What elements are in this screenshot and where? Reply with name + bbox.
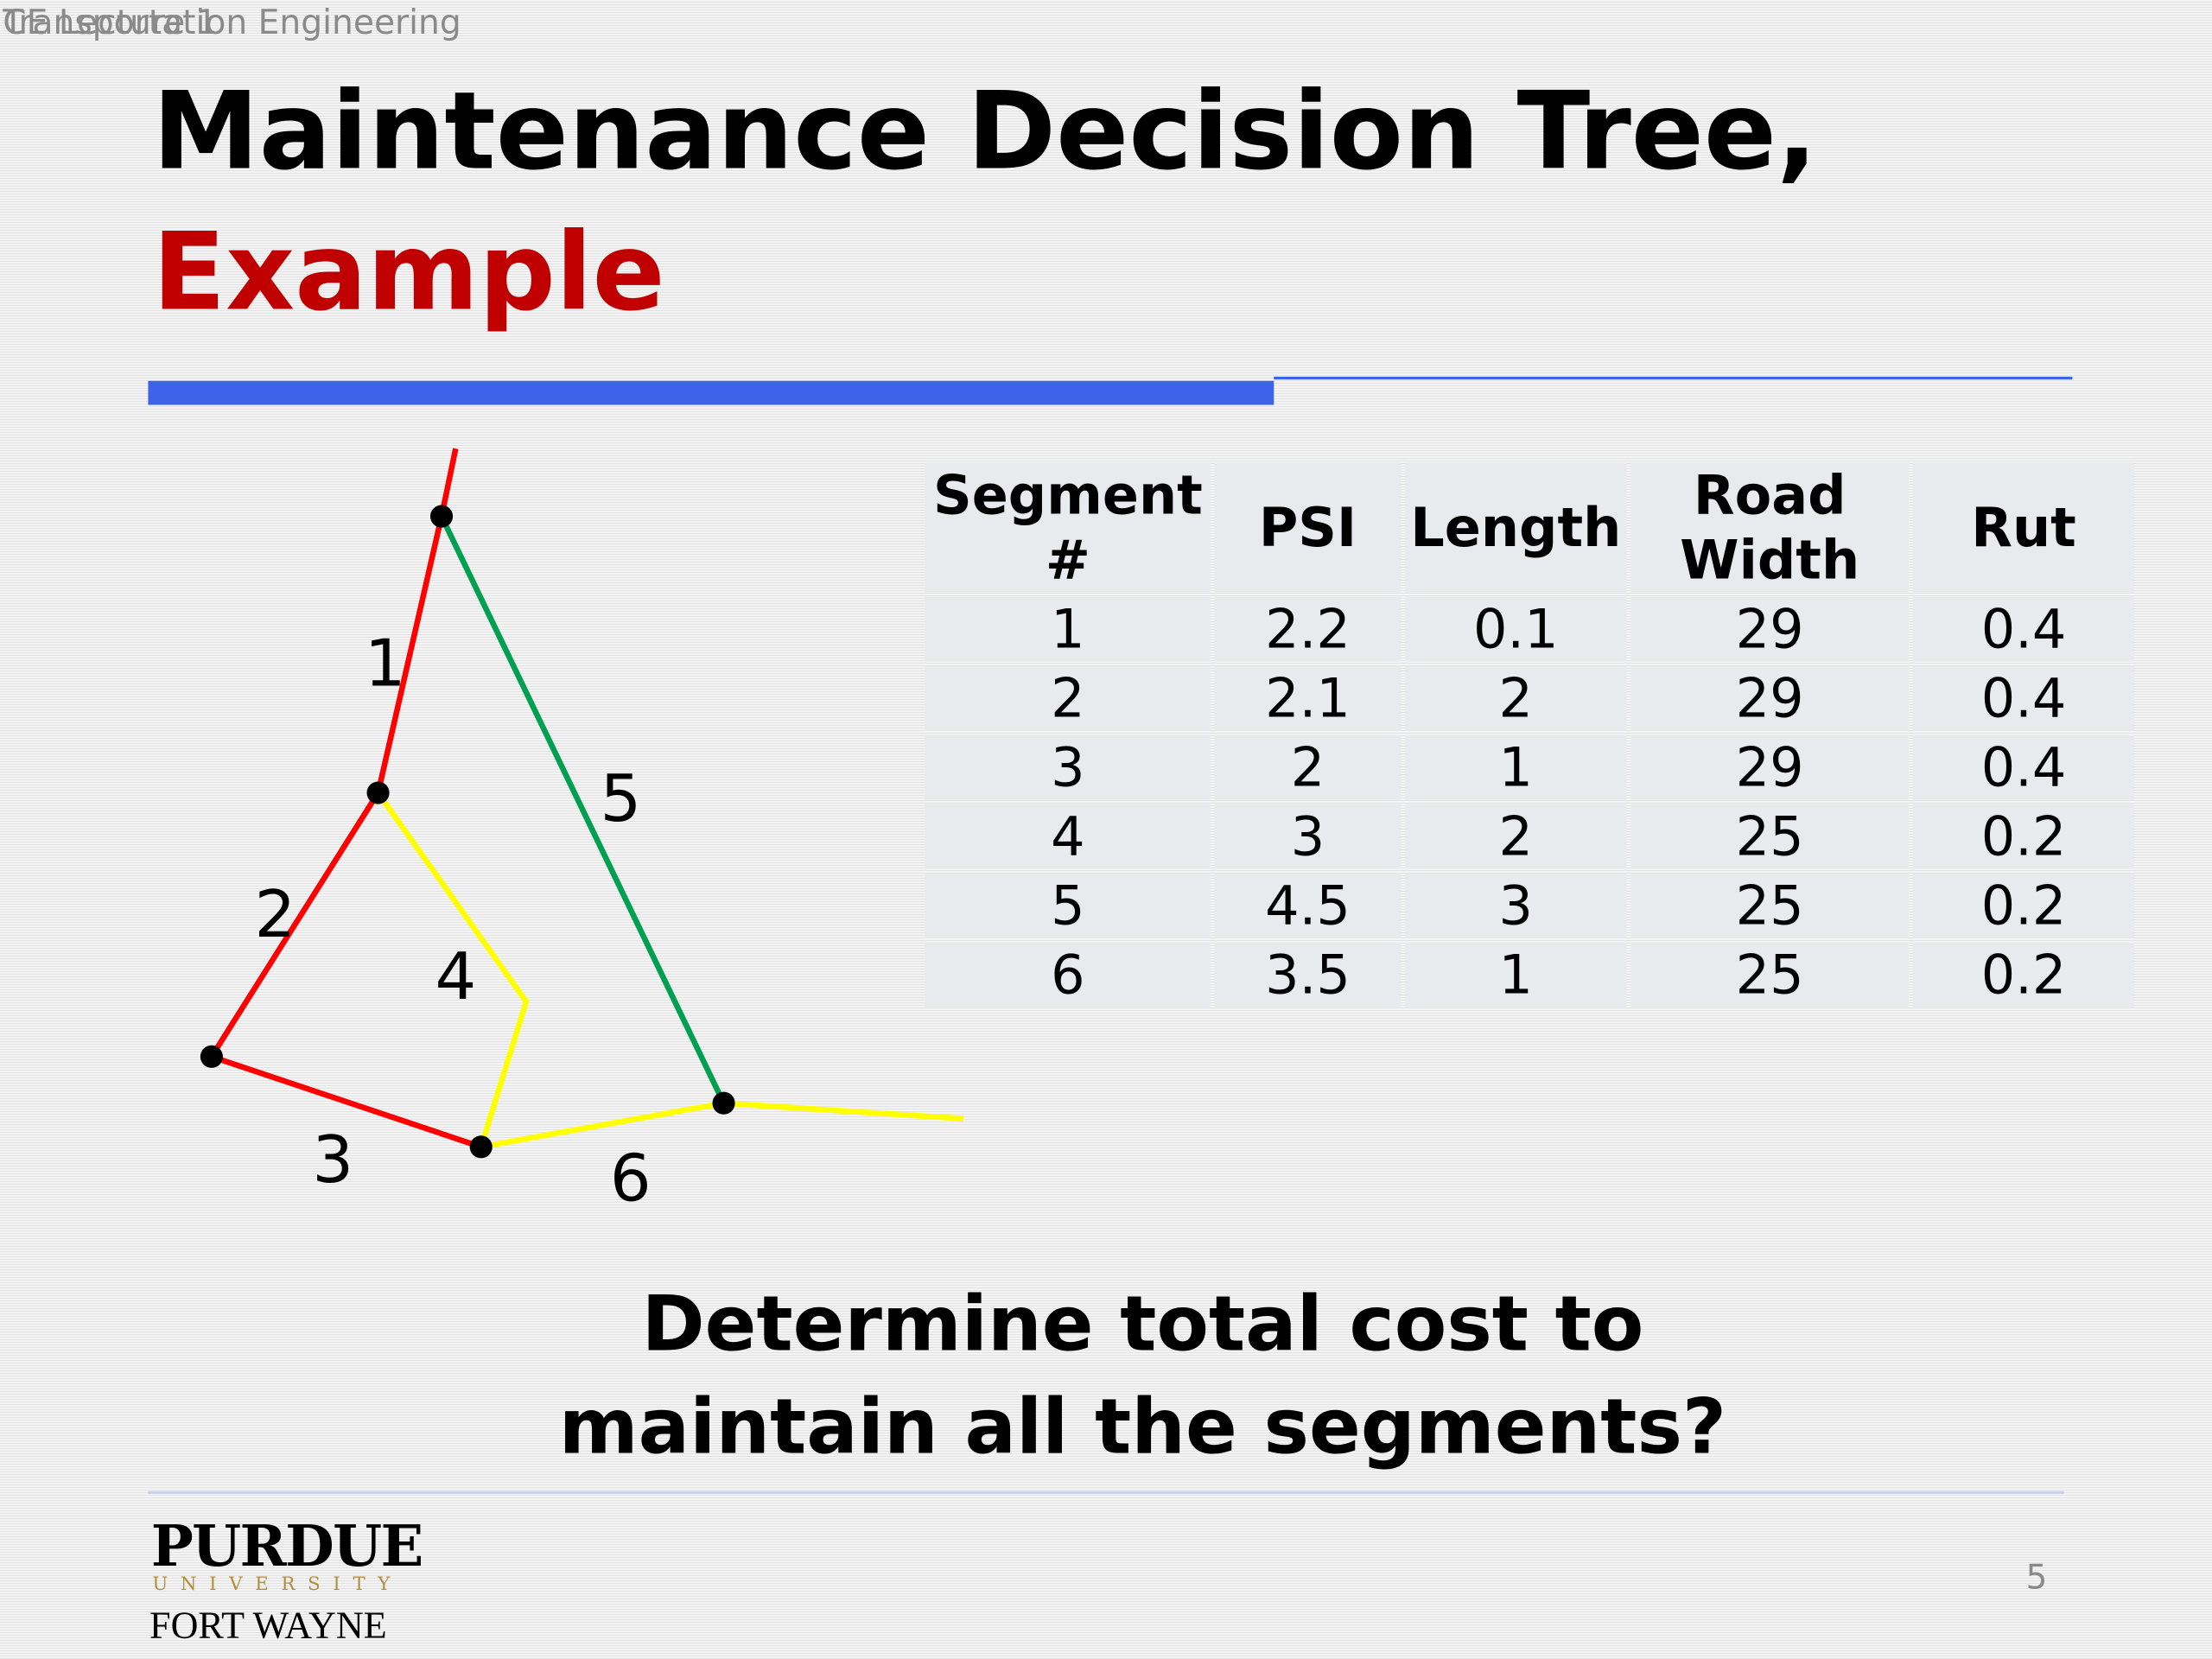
table-cell: 6	[925, 942, 1211, 1007]
table-cell: 1	[925, 596, 1211, 662]
table-cell: 2.1	[1214, 665, 1402, 731]
table-cell: 4.5	[1214, 873, 1402, 938]
table-cell: 0.4	[1912, 734, 2135, 800]
logo-name: PURDUE	[150, 1513, 424, 1580]
logo-campus: FORT WAYNE	[149, 1604, 387, 1647]
table-cell: 0.1	[1405, 596, 1627, 662]
table-cell: 0.4	[1912, 596, 2135, 662]
table-cell: 25	[1630, 873, 1909, 938]
red-segments	[207, 448, 482, 1150]
table-cell: 3	[925, 734, 1211, 800]
table-cell: 29	[1630, 665, 1909, 731]
column-header-text: Length	[1410, 496, 1622, 559]
table-row: 1 2.2 0.1 29 0.4	[925, 596, 2135, 662]
segment-table: Segment # PSI Length Road Width Rut 1 2.2 0.1 2…	[921, 459, 2139, 1012]
segment-label: 4	[435, 938, 476, 1014]
table-cell: 2	[1214, 734, 1402, 800]
table-cell: 3	[1214, 804, 1402, 869]
table-cell: 5	[925, 873, 1211, 938]
table-cell: 29	[1630, 596, 1909, 662]
table-cell: 2.2	[1214, 596, 1402, 662]
logo-sub: UNIVERSITY	[152, 1574, 404, 1596]
column-header: Rut	[1912, 462, 2135, 593]
segment-label: 2	[254, 876, 296, 952]
title-line1: Maintenance Decision Tree,	[152, 67, 1818, 194]
table-cell: 25	[1630, 804, 1909, 869]
table-cell: 0.2	[1912, 942, 2135, 1007]
header-course: CE Lecture 1	[3, 3, 218, 42]
table-cell: 4	[925, 804, 1211, 869]
page-number: 5	[2025, 1557, 2048, 1598]
table-row: 4 3 2 25 0.2	[925, 804, 2135, 869]
table-row: 2 2.1 2 29 0.4	[925, 665, 2135, 731]
table-row: 6 3.5 1 25 0.2	[925, 942, 2135, 1007]
table-header-row: Segment # PSI Length Road Width Rut	[925, 462, 2135, 593]
question-line2: maintain all the segments?	[558, 1382, 1727, 1471]
node	[366, 781, 390, 804]
title-line2: Example	[152, 208, 665, 334]
table-cell: 0.2	[1912, 873, 2135, 938]
column-header: Length	[1405, 462, 1627, 593]
column-header: Road Width	[1630, 462, 1909, 593]
title-bar	[148, 380, 1274, 405]
node	[429, 505, 454, 528]
footer-rule	[148, 1491, 2064, 1494]
green-segment	[439, 515, 727, 1105]
table-row: 5 4.5 3 25 0.2	[925, 873, 2135, 938]
table-row: 3 2 1 29 0.4	[925, 734, 2135, 800]
segment-label: 1	[365, 625, 406, 701]
table-cell: 29	[1630, 734, 1909, 800]
table-cell: 1	[1405, 942, 1627, 1007]
column-header-text: PSI	[1258, 496, 1357, 559]
title-rule	[1274, 376, 2073, 380]
question-line1: Determine total cost to	[641, 1279, 1644, 1369]
header-subject: Transportation Engineering	[3, 3, 461, 42]
table-cell: 3	[1405, 873, 1627, 938]
table-cell: 0.2	[1912, 804, 2135, 869]
node	[712, 1091, 735, 1115]
segment-label: 3	[312, 1122, 353, 1198]
column-header-text: Rut	[1971, 496, 2076, 559]
segment-label: 6	[610, 1140, 652, 1216]
column-header: Segment #	[925, 462, 1211, 593]
column-header: PSI	[1214, 462, 1402, 593]
table-cell: 2	[925, 665, 1211, 731]
table-cell: 2	[1405, 804, 1627, 869]
table-cell: 0.4	[1912, 665, 2135, 731]
node	[200, 1045, 223, 1068]
table-body: 1 2.2 0.1 29 0.4 2 2.1 2 29 0.4 3 2 1 29 0.4 4 3 2 25 0.2 5 4…	[925, 596, 2135, 1007]
table-cell: 25	[1630, 942, 1909, 1007]
node	[469, 1135, 493, 1159]
segment-label: 5	[600, 760, 641, 836]
column-header-text: Segment #	[933, 464, 1203, 592]
column-header-text: Road Width	[1680, 464, 1860, 592]
table-cell: 1	[1405, 734, 1627, 800]
table-cell: 3.5	[1214, 942, 1402, 1007]
table-cell: 2	[1405, 665, 1627, 731]
